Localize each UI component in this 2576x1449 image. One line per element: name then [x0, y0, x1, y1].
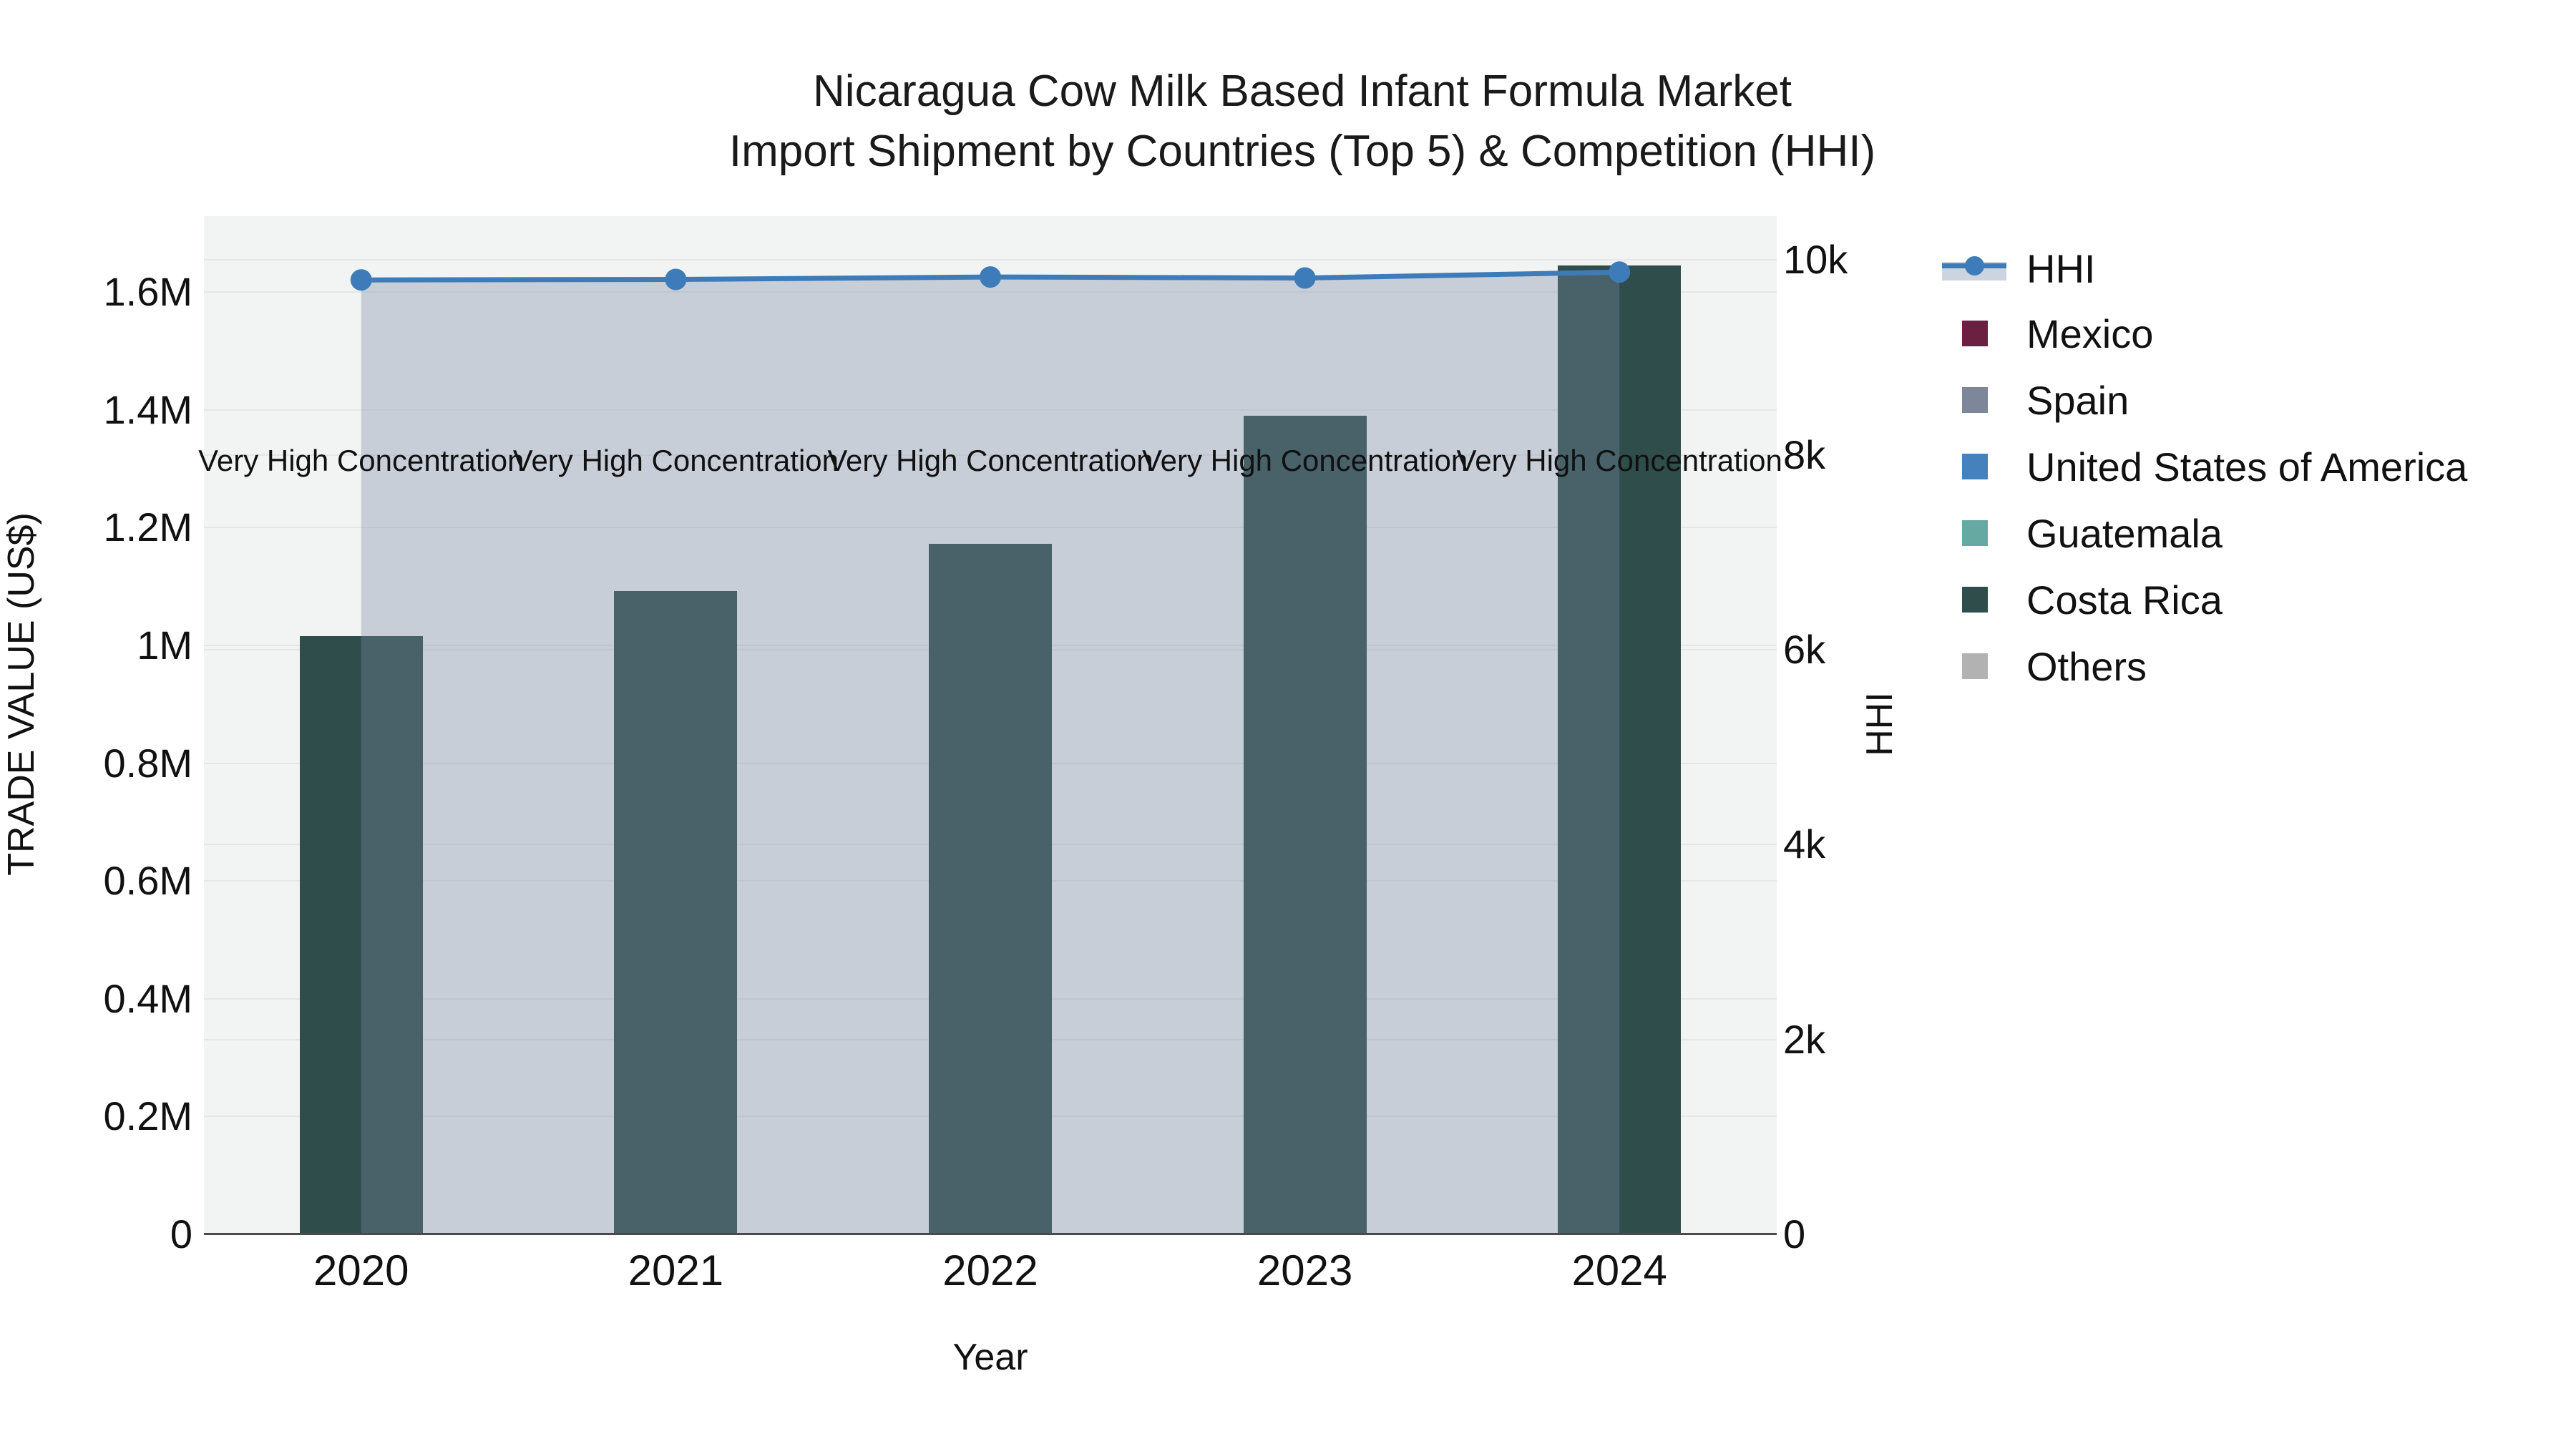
legend-item-hhi[interactable]: HHI — [1942, 245, 2096, 291]
left-axis-title: TRADE VALUE (US$) — [1, 512, 42, 876]
left-tick-1.2M: 1.2M — [103, 504, 193, 550]
legend-square-swatch — [1942, 520, 2011, 546]
right-axis-ticks: 0 2k 4k 6k 8k 10k — [1783, 0, 1969, 1449]
gridline — [204, 527, 1777, 529]
hhi-marker-2021[interactable] — [665, 268, 687, 291]
annotation-2023: Very High Concentration — [1141, 444, 1468, 477]
x-tick-2020: 2020 — [313, 1246, 409, 1294]
legend-square-swatch — [1942, 653, 2011, 679]
chart-title-line2: Import Shipment by Countries (Top 5) & C… — [728, 127, 1876, 176]
right-tick-2k: 2k — [1783, 1016, 1826, 1062]
legend-item-others[interactable]: Others — [1942, 643, 2147, 689]
left-tick-1M: 1M — [137, 622, 192, 668]
left-tick-0.6M: 0.6M — [103, 858, 193, 904]
left-tick-0.2M: 0.2M — [103, 1093, 193, 1139]
legend-square-swatch — [1942, 454, 2011, 479]
legend-label: Spain — [2026, 377, 2129, 423]
legend-label: Guatemala — [2026, 510, 2223, 556]
legend-label: United States of America — [2026, 444, 2468, 489]
hhi-line-layer — [350, 261, 1631, 1234]
right-tick-0: 0 — [1783, 1211, 1806, 1257]
legend-item-united-states-of-america[interactable]: United States of America — [1942, 444, 2468, 489]
x-tick-2024: 2024 — [1571, 1246, 1667, 1294]
legend-item-mexico[interactable]: Mexico — [1942, 311, 2154, 356]
right-tick-10k: 10k — [1783, 237, 1848, 283]
left-tick-1.6M: 1.6M — [103, 269, 193, 315]
legend-item-costa-rica[interactable]: Costa Rica — [1942, 577, 2223, 623]
legend-line-swatch — [1942, 256, 2011, 280]
annotation-2024: Very High Concentration — [1456, 444, 1782, 477]
right-tick-4k: 4k — [1783, 821, 1826, 867]
left-tick-0.8M: 0.8M — [103, 740, 193, 786]
legend-label: Costa Rica — [2026, 577, 2223, 623]
legend-square-swatch — [1942, 587, 2011, 613]
bar-costa-rica-2021[interactable] — [614, 591, 738, 1234]
gridline — [204, 291, 1777, 293]
hhi-marker-2024[interactable] — [1609, 261, 1631, 283]
left-tick-0: 0 — [170, 1211, 192, 1257]
bar-costa-rica-2022[interactable] — [929, 543, 1052, 1234]
hhi-marker-2022[interactable] — [980, 266, 1001, 288]
x-tick-2021: 2021 — [628, 1246, 724, 1294]
annotation-2020: Very High Concentration — [198, 444, 525, 477]
legend-item-guatemala[interactable]: Guatemala — [1942, 510, 2223, 556]
left-tick-0.4M: 0.4M — [103, 975, 193, 1021]
right-tick-6k: 6k — [1783, 626, 1826, 672]
right-axis-title: HHI — [1859, 692, 1901, 756]
legend-label: HHI — [2026, 245, 2096, 291]
bar-costa-rica-2024[interactable] — [1558, 265, 1682, 1234]
bar-costa-rica-2020[interactable] — [299, 635, 423, 1234]
left-axis-ticks: 0 0.2M 0.4M 0.6M 0.8M 1M 1.2M 1.4M 1.6M — [0, 0, 198, 1449]
hhi-marker-2023[interactable] — [1294, 267, 1316, 289]
hhi-area-fill — [361, 272, 1620, 1234]
chart-title-line1: Nicaragua Cow Milk Based Infant Formula … — [813, 67, 1792, 116]
annotation-2021: Very High Concentration — [512, 444, 839, 477]
x-axis-line — [204, 1233, 1777, 1235]
legend-item-spain[interactable]: Spain — [1942, 377, 2129, 423]
annotation-2022: Very High Concentration — [827, 444, 1153, 477]
legend-label: Others — [2026, 643, 2147, 689]
left-tick-1.4M: 1.4M — [103, 386, 193, 432]
x-tick-2022: 2022 — [942, 1246, 1038, 1294]
right-tick-8k: 8k — [1783, 431, 1826, 477]
plot-area[interactable]: Very High Concentration Very High Concent… — [198, 216, 1782, 1235]
chart-title: Nicaragua Cow Milk Based Infant Formula … — [0, 62, 2576, 182]
x-axis-title: Year — [952, 1337, 1028, 1378]
gridline — [204, 409, 1777, 411]
legend-label: Mexico — [2026, 311, 2154, 356]
gridline — [204, 259, 1777, 261]
hhi-marker-2020[interactable] — [350, 269, 372, 291]
x-tick-2023: 2023 — [1257, 1246, 1353, 1294]
gridline — [204, 454, 1777, 456]
legend-square-swatch — [1942, 321, 2011, 346]
bar-costa-rica-2023[interactable] — [1243, 416, 1367, 1234]
legend-square-swatch — [1942, 387, 2011, 413]
